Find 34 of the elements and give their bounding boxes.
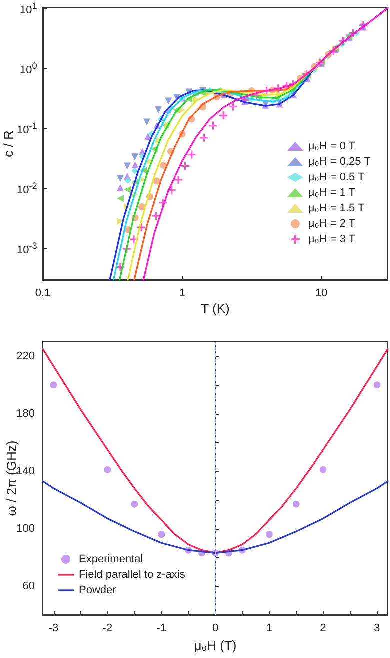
x-tick-label: 0 <box>212 622 219 634</box>
legend-label: μ₀H = 1.5 T <box>308 202 365 214</box>
legend-label: μ₀H = 2 T <box>308 218 356 230</box>
x-tick-label: 3 <box>374 622 380 634</box>
x-tick-label: -3 <box>48 622 59 634</box>
y-tick-label: 10$^{-3}$ <box>17 240 38 257</box>
y-tick-label: 10$^{-1}$ <box>17 120 38 136</box>
x-tick-label: -1 <box>156 622 166 634</box>
y-axis-title: ω / 2π (GHz) <box>4 440 19 516</box>
x-tick-label: 10 <box>315 288 328 300</box>
y-tick-label: 10$^{0}$ <box>20 60 38 76</box>
x-tick-label: 2 <box>320 622 326 634</box>
legend-label: μ₀H = 0.5 T <box>308 172 365 184</box>
y-tick-label: 60 <box>22 580 35 592</box>
x-tick-label: 1 <box>179 288 186 300</box>
x-axis-title: μ₀H (T) <box>194 638 237 653</box>
legend-label: Powder <box>79 584 117 596</box>
legend-label: μ₀H = 0.25 T <box>308 156 372 168</box>
legend-label: Experimental <box>79 554 144 566</box>
y-tick-label: 10$^{-2}$ <box>17 180 38 197</box>
x-tick-label: 0.1 <box>35 288 51 300</box>
y-tick-label: 220 <box>16 350 35 362</box>
y-axis-title: c / R <box>1 130 16 158</box>
y-tick-label: 100 <box>16 522 35 535</box>
x-tick-label: 1 <box>266 622 272 634</box>
legend-label: μ₀H = 3 T <box>308 234 356 246</box>
x-tick-label: -2 <box>102 622 113 634</box>
x-axis-title: T (K) <box>201 301 230 316</box>
y-tick-label: 180 <box>16 408 35 420</box>
legend-label: μ₀H = 0 T <box>308 140 356 152</box>
legend-label: μ₀H = 1 T <box>308 187 356 199</box>
y-tick-label: 10$^{1}$ <box>20 0 38 16</box>
legend-label: Field parallel to z-axis <box>79 569 186 581</box>
y-tick-label: 140 <box>16 465 35 478</box>
